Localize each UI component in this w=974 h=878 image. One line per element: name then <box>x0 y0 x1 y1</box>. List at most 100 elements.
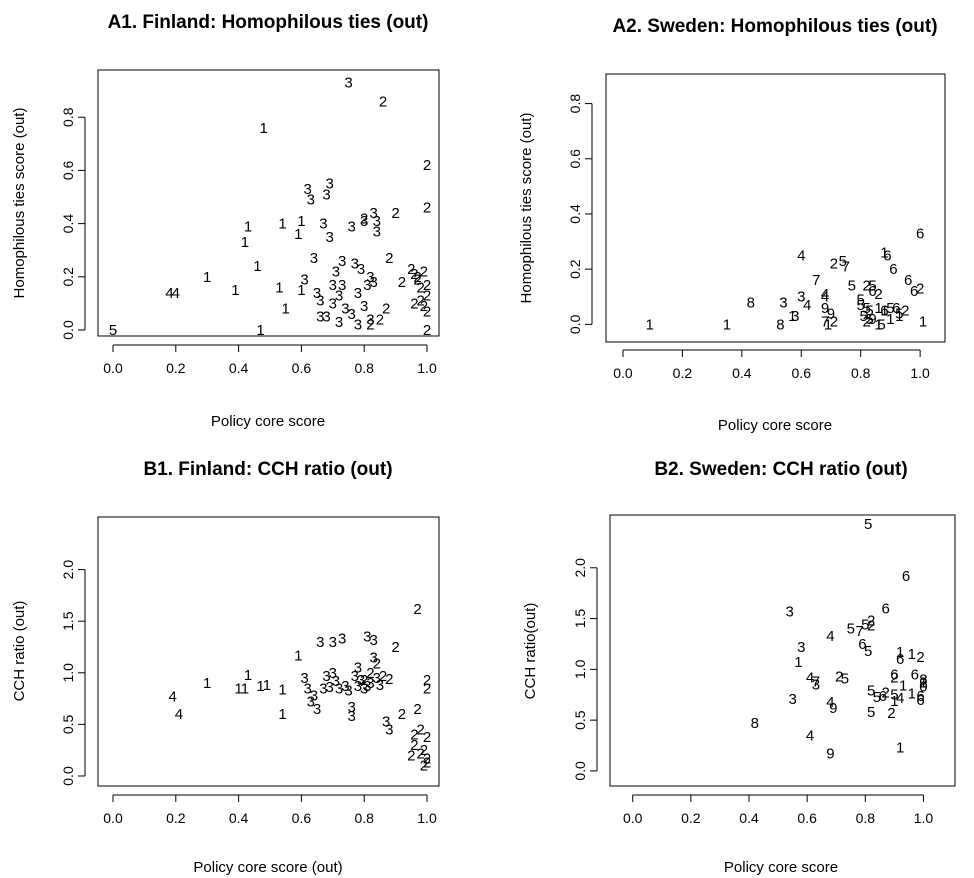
panel-a2-point: 4 <box>797 247 805 264</box>
panel-a1-point: 3 <box>373 224 381 241</box>
panel-a1-point: 1 <box>241 234 249 251</box>
panel-b1-x-tick-label: 1.0 <box>417 810 437 826</box>
panel-a2-point: 5 <box>848 278 856 295</box>
panel-a1-point: 3 <box>366 311 374 328</box>
panel-b1: B1. Finland: CCH ratio (out) Policy core… <box>11 459 440 876</box>
panel-a1-x-tick-label: 0.2 <box>166 360 186 376</box>
panel-a1-point: 2 <box>423 322 431 339</box>
panel-b1-point: 2 <box>423 750 431 767</box>
panel-a2-point: 7 <box>821 314 829 331</box>
panel-a1-point: 3 <box>304 181 312 198</box>
panel-b1-point: 3 <box>363 678 371 695</box>
panel-b2-x-tick-label: 0.8 <box>856 810 876 826</box>
panel-a2-point: 5 <box>868 278 876 295</box>
panel-b2-y-tick-label: 1.5 <box>572 609 588 629</box>
panel-a2-point: 4 <box>821 286 829 303</box>
panel-b2-point: 6 <box>916 692 924 709</box>
panel-a1-point: 2 <box>413 271 421 288</box>
panel-a1-point: 1 <box>203 269 211 286</box>
panel-b1-point: 2 <box>420 742 428 759</box>
panel-b2-point: 1 <box>919 675 927 692</box>
panel-a2-point: 6 <box>910 283 918 300</box>
panel-a1-point: 2 <box>417 279 425 296</box>
panel-a2-point: 6 <box>904 272 912 289</box>
panel-a1-point: 3 <box>369 274 377 291</box>
panel-a1-y-tick-label: 0.0 <box>60 320 76 340</box>
panel-b2-point: 4 <box>826 628 834 645</box>
panel-a1-point: 2 <box>423 277 431 294</box>
panel-b2-point: 2 <box>890 669 898 686</box>
panel-a1-point: 3 <box>354 317 362 334</box>
panel-a1-point: 2 <box>398 274 406 291</box>
panel-a1-point: 2 <box>423 200 431 217</box>
panel-b1-point: 3 <box>313 701 321 718</box>
panel-a1-point: 2 <box>423 287 431 304</box>
panel-a1-ticks: 0.0 0.2 0.4 0.6 0.8 1.0 0.0 0.2 0.4 0.6 0.8 <box>60 107 437 376</box>
panel-a2-point: 2 <box>830 314 838 331</box>
panel-a2-point: 1 <box>886 311 894 328</box>
panel-a2-point: 5 <box>839 253 847 270</box>
panel-a2-point: 5 <box>895 305 903 322</box>
panel-b1-point: 3 <box>335 680 343 697</box>
panel-b1-point: 3 <box>329 665 337 682</box>
panel-a1-point: 2 <box>420 263 428 280</box>
panel-a1-point: 2 <box>376 311 384 328</box>
panel-b1-point: 3 <box>360 680 368 697</box>
panel-b2-x-tick-label: 0.2 <box>681 810 701 826</box>
panel-a2-point: 5 <box>857 292 865 309</box>
panel-a1-point: 3 <box>344 75 352 92</box>
panel-b1-point: 2 <box>379 668 387 685</box>
panel-a1-point: 3 <box>363 277 371 294</box>
panel-b2-point: 5 <box>873 689 881 706</box>
panel-b1-point: 3 <box>376 677 384 694</box>
panel-a1-point: 1 <box>253 258 261 275</box>
panel-b2-point: 2 <box>887 705 895 722</box>
panel-a2-x-axis-label: Policy core score <box>718 417 832 434</box>
panel-b2-point: 6 <box>881 600 889 617</box>
panel-a2-point: 6 <box>868 283 876 300</box>
panel-a2-point: 2 <box>830 256 838 273</box>
panel-b1-point: 1 <box>294 647 302 664</box>
panel-a2-x-tick-label: 0.8 <box>851 365 871 381</box>
panel-a1-point: 2 <box>410 266 418 283</box>
panel-a1-point: 3 <box>335 287 343 304</box>
panel-a2-point: 6 <box>883 247 891 264</box>
panel-a1-point: 3 <box>373 213 381 230</box>
panel-a1-point: 4 <box>172 285 180 302</box>
panel-b1-point: 1 <box>263 677 271 694</box>
panel-a1-point: 3 <box>338 253 346 270</box>
panel-b1-point: 3 <box>325 679 333 696</box>
panel-a2-point: 1 <box>646 316 654 333</box>
panel-a2-point: 1 <box>874 316 882 333</box>
panel-a2-point: 8 <box>776 316 784 333</box>
panel-b2-ticks: 0.0 0.2 0.4 0.6 0.8 1.0 0.0 0.5 1.0 1.5 2.0 <box>572 558 933 826</box>
panel-b2-point: 2 <box>919 675 927 692</box>
panel-b2-point: 4 <box>806 669 814 686</box>
panel-a1-point: 3 <box>332 263 340 280</box>
panel-a1-x-tick-label: 0.6 <box>292 360 312 376</box>
panel-b2-point: 5 <box>861 617 869 634</box>
panel-b1-point: 3 <box>354 660 362 677</box>
panel-a1-point: 3 <box>300 271 308 288</box>
panel-a1-x-tick-label: 0.8 <box>354 360 374 376</box>
panel-a2-point: 3 <box>791 308 799 325</box>
panel-b2-x-tick-label: 1.0 <box>914 810 934 826</box>
panel-a1-point: 3 <box>357 261 365 278</box>
panel-a1-plot-box <box>97 69 440 337</box>
panel-b2-y-axis-label: CCH ratio(out) <box>522 603 539 700</box>
panel-a1-point: 3 <box>360 213 368 230</box>
panel-b2-point: 9 <box>826 746 834 763</box>
panel-b1-point: 2 <box>398 706 406 723</box>
panel-b2-point: 2 <box>881 685 889 702</box>
panel-b2-point: 1 <box>896 644 904 661</box>
panel-b2-point: 3 <box>812 677 820 694</box>
panel-a1-x-tick-label: 0.4 <box>229 360 249 376</box>
panel-b2-point: 4 <box>806 727 814 744</box>
panel-b2-point: 5 <box>841 670 849 687</box>
panel-b1-x-axis-label: Policy core score (out) <box>193 859 342 876</box>
panel-b1-y-tick-label: 0.0 <box>60 766 76 786</box>
panel-b2-point: 9 <box>829 700 837 717</box>
panel-b1-point: 3 <box>316 634 324 651</box>
panel-a2-point: 1 <box>788 308 796 325</box>
